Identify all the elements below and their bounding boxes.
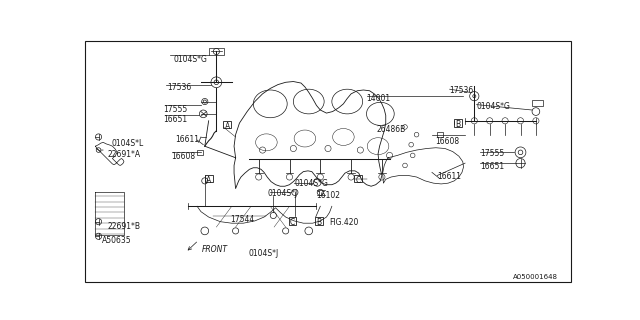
Text: 17536: 17536 xyxy=(450,86,474,95)
Text: A050001648: A050001648 xyxy=(513,274,558,280)
Text: FRONT: FRONT xyxy=(202,245,228,254)
Bar xyxy=(315,217,323,225)
Text: 14001: 14001 xyxy=(365,94,390,103)
Bar xyxy=(223,121,231,129)
Text: 17536: 17536 xyxy=(167,83,191,92)
Text: 0104S*G: 0104S*G xyxy=(174,55,208,64)
Bar xyxy=(532,100,543,106)
Bar xyxy=(289,217,296,225)
Text: B: B xyxy=(316,218,321,227)
Text: 0104S*G: 0104S*G xyxy=(477,101,511,110)
Text: FIG.420: FIG.420 xyxy=(329,218,358,227)
Bar xyxy=(436,132,443,137)
Text: 16611: 16611 xyxy=(175,135,199,144)
Text: C: C xyxy=(290,218,295,227)
Bar xyxy=(205,175,212,182)
Text: 16102: 16102 xyxy=(316,191,340,200)
Text: A: A xyxy=(206,176,211,185)
Bar xyxy=(197,150,204,155)
Text: A50635: A50635 xyxy=(102,236,132,245)
Text: 16651: 16651 xyxy=(163,116,188,124)
Bar xyxy=(354,175,362,182)
Bar xyxy=(209,48,224,55)
Text: 22691*A: 22691*A xyxy=(107,150,140,159)
Text: 16608: 16608 xyxy=(171,152,195,161)
Text: 22691*B: 22691*B xyxy=(107,222,140,231)
Bar xyxy=(454,119,462,127)
Text: 0104S*J: 0104S*J xyxy=(249,249,279,258)
Text: 0104S*L: 0104S*L xyxy=(111,139,144,148)
Text: 0104S*J: 0104S*J xyxy=(267,189,298,198)
Text: 0104S*G: 0104S*G xyxy=(294,179,328,188)
Text: 16651: 16651 xyxy=(481,162,504,171)
Text: C: C xyxy=(355,176,361,185)
Text: 16611: 16611 xyxy=(437,172,461,181)
Text: 17555: 17555 xyxy=(481,149,505,158)
Text: B: B xyxy=(456,120,461,129)
Text: 16608: 16608 xyxy=(435,137,459,146)
Text: 26486B: 26486B xyxy=(376,125,406,134)
Text: 17544: 17544 xyxy=(230,215,255,224)
Text: 17555: 17555 xyxy=(163,105,188,114)
Text: A: A xyxy=(225,122,230,131)
